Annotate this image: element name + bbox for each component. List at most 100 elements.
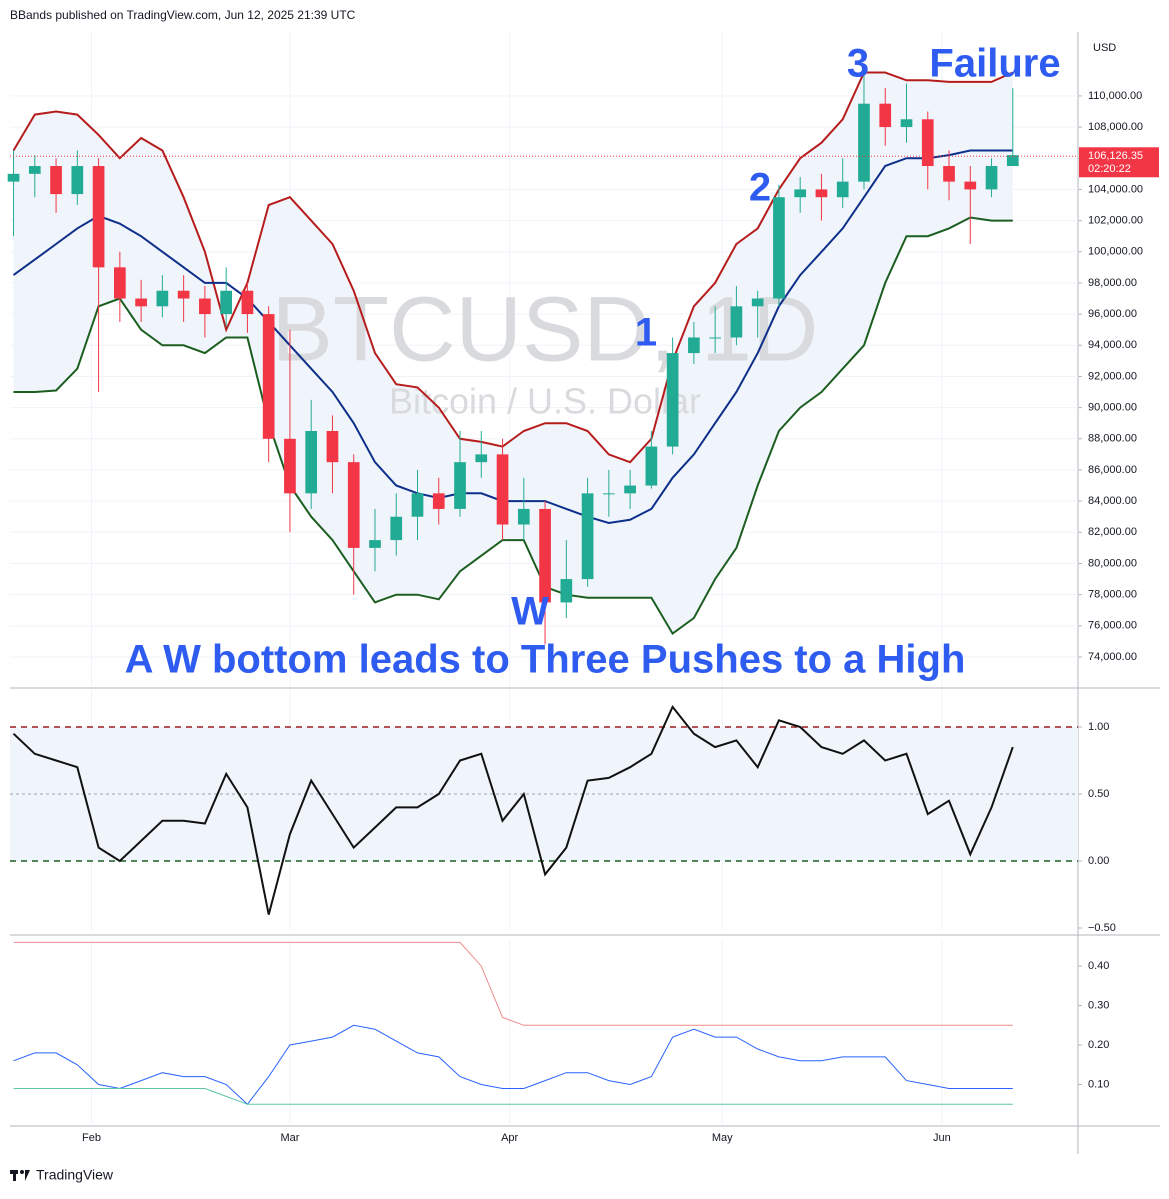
line-series [13,941,1013,1026]
candle-body [964,181,977,190]
candle-body [709,337,721,339]
y-tick-label: 82,000.00 [1088,526,1137,538]
candle-body [943,166,955,182]
candle-body [7,173,20,182]
candle-body [496,454,509,525]
candle-body [326,430,339,463]
candle-body [177,290,190,299]
candle-body [624,485,636,494]
candle-body [347,462,360,548]
currency-box [1079,32,1159,62]
watermark-subtitle: Bitcoin / U.S. Dollar [389,381,701,422]
candle-body [730,306,743,338]
y-tick-label: 86,000.00 [1088,464,1137,476]
countdown-label: 02:20:22 [1088,163,1131,175]
candle-body [284,438,296,494]
candle-body [114,267,126,299]
annotation: 2 [749,166,771,210]
candle-body [92,166,105,268]
y-tick-label: −0.50 [1088,922,1116,934]
candle-body [411,493,424,517]
candle-body [1006,155,1019,167]
y-tick-label: 0.30 [1088,999,1109,1011]
candle-body [836,181,849,198]
candle-body [28,166,41,174]
line-series [12,149,1013,525]
y-tick-label: 102,000.00 [1088,214,1143,226]
line-series [13,216,1013,636]
y-tick-label: 0.00 [1088,855,1109,867]
candle-body [985,166,998,190]
line-series [13,1024,1013,1106]
x-tick-label: Apr [501,1132,518,1144]
y-tick-label: 78,000.00 [1088,589,1137,601]
footer-brand: TradingView [36,1167,114,1183]
annotation: A W bottom leads to Three Pushes to a Hi… [125,638,966,682]
y-tick-label: 108,000.00 [1088,121,1143,133]
candle-body [369,540,381,548]
candle-body [879,103,892,128]
candle-body [135,298,147,307]
candle-body [220,290,232,315]
y-tick-label: 110,000.00 [1088,90,1142,102]
candle-body [773,197,785,299]
line-series [12,704,1014,915]
y-tick-label: 92,000.00 [1088,370,1137,382]
last-price-box [1079,147,1159,178]
x-tick-label: Feb [82,1132,101,1144]
tv-logo [10,1170,30,1181]
candle-body [858,103,870,182]
candle-body [560,579,573,603]
candle-body [390,516,403,541]
annotation: W [511,590,549,634]
y-tick-label: 96,000.00 [1088,308,1137,320]
y-tick-label: 98,000.00 [1088,277,1137,289]
annotation: 1 [635,311,657,355]
line-series [12,71,1014,464]
y-tick-label: 0.50 [1088,788,1109,800]
y-tick-label: 0.20 [1088,1039,1109,1051]
candle-body [241,290,254,315]
y-tick-label: 74,000.00 [1088,651,1137,663]
candle-body [921,119,934,167]
candle-body [751,298,764,307]
candle-body [156,290,169,307]
candle-body [454,462,466,509]
candle-body [794,189,807,198]
band-fill [13,72,1013,634]
line-series [13,1088,1013,1105]
y-tick-label: 94,000.00 [1088,339,1137,351]
candle-body [71,166,84,195]
watermark-title: BTCUSD, 1D [272,278,819,380]
annotation: Failure [929,42,1060,86]
candle-body [305,430,318,494]
candle-body [815,189,828,198]
y-tick-label: 84,000.00 [1088,495,1137,507]
x-tick-label: May [712,1132,733,1144]
candle-body [666,353,679,447]
annotation: 3 [847,42,869,86]
candle-body [645,446,658,486]
x-tick-label: Mar [280,1132,299,1144]
candle-body [900,119,913,128]
y-tick-label: 100,000.00 [1088,246,1143,258]
y-tick-label: 104,000.00 [1088,183,1143,195]
candle-body [50,166,62,195]
candle-body [602,493,615,495]
y-tick-label: 0.40 [1088,960,1109,972]
last-price-label: 106,126.35 [1088,150,1143,162]
candle-body [539,508,551,603]
y-tick-label: 80,000.00 [1088,557,1137,569]
candle-body [517,508,530,525]
y-tick-label: 90,000.00 [1088,402,1137,414]
y-tick-label: 88,000.00 [1088,433,1137,445]
candle-body [581,493,594,580]
currency-label: USD [1093,42,1116,54]
candle-body [688,337,700,354]
candle-body [199,298,211,315]
candle-body [432,493,445,509]
y-tick-label: 1.00 [1088,721,1109,733]
y-tick-label: 0.10 [1088,1078,1109,1090]
candle-body [262,314,275,439]
